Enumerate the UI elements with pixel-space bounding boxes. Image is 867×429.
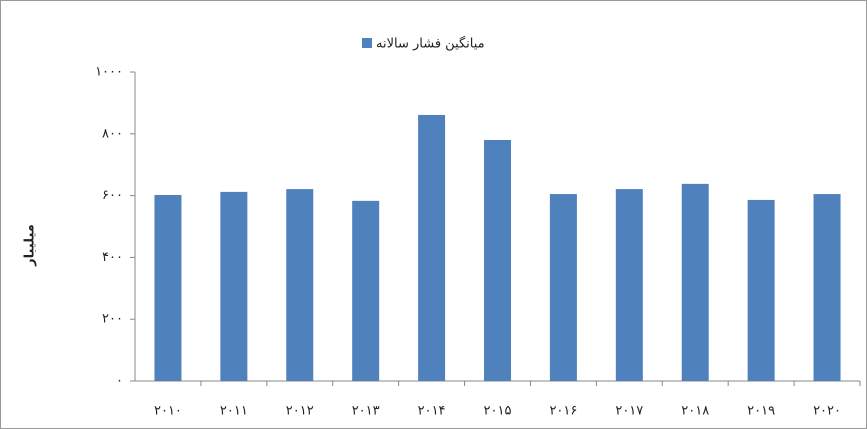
x-tick-label: ۲۰۱۶ bbox=[549, 404, 577, 419]
y-tick-label: ۴۰۰ bbox=[102, 250, 123, 265]
y-tick-label: ۶۰۰ bbox=[102, 188, 123, 203]
x-tick-label: ۲۰۱۵ bbox=[484, 404, 512, 419]
y-tick-label: ۰ bbox=[116, 374, 123, 389]
bar bbox=[352, 200, 380, 381]
legend-swatch bbox=[362, 38, 372, 48]
x-tick-label: ۲۰۲۰ bbox=[813, 404, 841, 419]
bar bbox=[286, 189, 314, 381]
bar bbox=[615, 189, 643, 381]
x-tick-label: ۲۰۱۴ bbox=[418, 404, 446, 419]
bar bbox=[154, 194, 182, 381]
y-tick-label: ۲۰۰ bbox=[102, 312, 123, 327]
bar bbox=[220, 191, 248, 381]
y-tick-label: ۱۰۰۰ bbox=[95, 65, 123, 80]
bar bbox=[549, 194, 577, 381]
x-tick-label: ۲۰۱۷ bbox=[615, 404, 643, 419]
bar bbox=[813, 194, 841, 381]
bar bbox=[681, 183, 709, 381]
legend-label: میانگین فشار سالانه bbox=[376, 36, 485, 52]
x-tick-label: ۲۰۱۳ bbox=[352, 404, 380, 419]
bar bbox=[747, 199, 775, 381]
x-tick-label: ۲۰۱۱ bbox=[220, 404, 248, 419]
x-tick-label: ۲۰۱۲ bbox=[286, 404, 314, 419]
y-axis-label: میلیبار bbox=[23, 224, 38, 267]
x-tick-label: ۲۰۱۰ bbox=[154, 404, 182, 419]
bar bbox=[484, 139, 511, 381]
bar bbox=[418, 114, 446, 382]
x-tick-label: ۲۰۱۸ bbox=[681, 404, 709, 419]
y-tick-label: ۸۰۰ bbox=[102, 126, 123, 141]
x-tick-label: ۲۰۱۹ bbox=[747, 404, 775, 419]
